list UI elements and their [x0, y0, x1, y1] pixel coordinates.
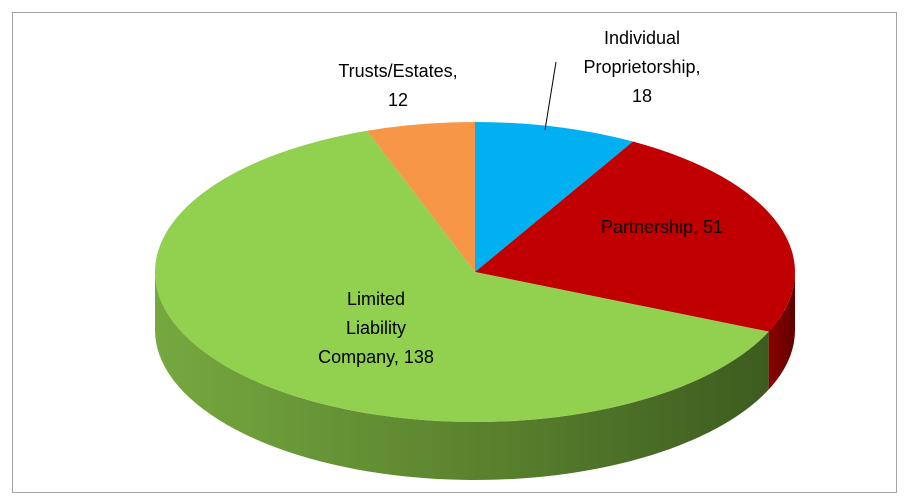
chart-border — [12, 12, 897, 493]
data-label: Individual Proprietorship, 18 — [583, 28, 700, 106]
slice-side — [768, 272, 795, 390]
pie-tops: Individual ProprietorshipPartnershipLimi… — [155, 122, 795, 422]
slice: Individual Proprietorship — [475, 122, 634, 272]
slice: Partnership — [475, 141, 795, 332]
slice: Trusts/Estates — [366, 122, 475, 272]
leader-line — [544, 61, 557, 131]
data-label: Trusts/Estates, 12 — [338, 61, 457, 110]
data-labels: Individual Proprietorship, 18 Partnership, … — [318, 28, 723, 367]
slice-side — [155, 272, 769, 481]
data-label: Partnership, 51 — [601, 217, 723, 237]
data-label: Limited Liability Company, 138 — [318, 289, 434, 367]
slice: Limited Liability Company — [155, 130, 769, 422]
pie-sides — [155, 272, 795, 481]
